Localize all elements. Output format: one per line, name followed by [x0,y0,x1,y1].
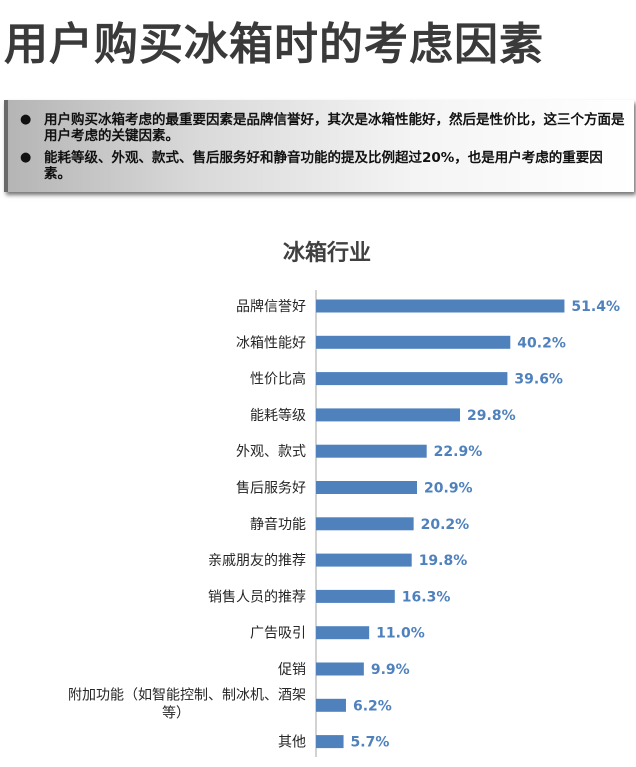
bar [316,589,395,603]
summary-bullet: ● 能耗等级、外观、款式、售后服务好和静音功能的提及比例超过20%，也是用户考虑… [20,150,626,182]
category-label: 附加功能（如智能控制、制冰机、酒架等） [68,687,306,721]
bar-value-label: 51.4% [571,299,620,315]
bar-value-label: 40.2% [517,335,566,351]
summary-bullet: ● 用户购买冰箱考虑的最重要因素是品牌信誉好，其次是冰箱性能好，然后是性价比，这… [20,112,626,144]
bar-value-label: 39.6% [514,372,563,388]
bar [316,372,508,386]
bar-value-label: 16.3% [402,589,451,605]
bars-layer: 51.4% 品牌信誉好 40.2% 冰箱性能好 39.6% 性价比高 29.8% 能耗等级 22… [68,298,620,751]
bar-chart: 冰箱行业 51.4% 品牌信誉好 40.2% 冰箱性能好 39.6% 性价比高 29.8% 能… [68,240,620,757]
bar [316,553,412,567]
category-label: 外观、款式 [236,444,306,460]
category-label: 广告吸引 [250,626,306,642]
category-label: 能耗等级 [250,407,306,424]
bar [316,517,414,531]
bar-value-label: 20.2% [421,517,470,533]
bullet-dot-icon: ● [20,150,32,165]
bar-value-label: 20.9% [424,481,473,497]
bar-value-label: 22.9% [434,444,483,460]
bar-value-label: 29.8% [467,408,516,424]
category-label: 售后服务好 [236,481,306,497]
category-label: 亲戚朋友的推荐 [208,553,306,569]
category-label: 冰箱性能好 [236,335,306,351]
bar [316,299,565,313]
category-label: 静音功能 [250,516,306,533]
summary-bullet-text: 用户购买冰箱考虑的最重要因素是品牌信誉好，其次是冰箱性能好，然后是性价比，这三个… [44,112,625,144]
chart-title: 冰箱行业 [283,240,371,266]
bar [316,444,427,458]
bar [316,408,461,422]
page-title: 用户购买冰箱时的考虑因素 [4,19,544,70]
category-label: 其他 [278,735,306,751]
summary-box: ● 用户购买冰箱考虑的最重要因素是品牌信誉好，其次是冰箱性能好，然后是性价比，这… [4,100,634,192]
category-label: 销售人员的推荐 [208,589,306,605]
bar [316,335,511,349]
bar-value-label: 11.0% [376,626,425,642]
bullet-dot-icon: ● [20,112,32,127]
bar [316,626,370,640]
category-label: 促销 [278,662,306,678]
bar [316,662,364,676]
bar-value-label: 9.9% [371,662,410,678]
summary-bullet-text: 能耗等级、外观、款式、售后服务好和静音功能的提及比例超过20%，也是用户考虑的重… [44,150,603,182]
bar-value-label: 5.7% [351,735,390,751]
bar [316,735,344,749]
category-label: 性价比高 [250,371,306,388]
bar [316,481,418,494]
bar-value-label: 6.2% [353,698,392,714]
bar-value-label: 19.8% [419,553,468,569]
category-label: 品牌信誉好 [236,298,306,315]
bar [316,698,346,712]
